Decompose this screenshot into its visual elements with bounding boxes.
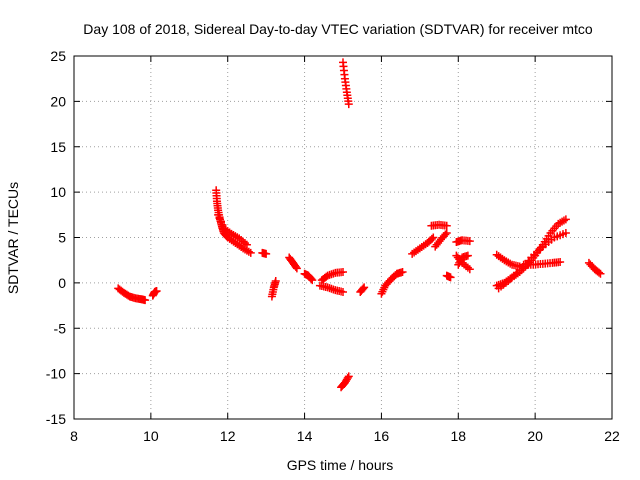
data-point: [307, 275, 316, 284]
x-tick-labels: 8 10 12 14 16 18 20 22: [70, 428, 620, 444]
data-point: [344, 372, 353, 381]
data-series-segment: [442, 271, 455, 282]
data-point: [291, 262, 300, 271]
x-tick-label: 10: [143, 428, 159, 444]
data-series-segment: [214, 210, 251, 249]
axis-ticks: [73, 55, 613, 420]
data-series-segment: [267, 277, 280, 301]
x-tick-label: 12: [220, 428, 236, 444]
data-series-segment: [258, 248, 271, 258]
data-point: [344, 100, 353, 109]
data-series-segment: [377, 267, 407, 298]
data-point: [465, 265, 474, 274]
data-series-segment: [454, 251, 472, 269]
data-series-segment: [427, 220, 451, 230]
data-point: [561, 215, 570, 224]
x-tick-label: 18: [450, 428, 466, 444]
y-tick-labels: -15 -10 -5 0 5 10 15 20 25: [46, 48, 66, 427]
data-point: [561, 228, 570, 237]
x-tick-label: 16: [374, 428, 390, 444]
y-tick-label: 5: [58, 230, 66, 246]
data-point: [246, 248, 255, 257]
data-series-segment: [337, 372, 353, 392]
y-axis-label: SDTVAR / TECUs: [5, 182, 21, 294]
data-point: [446, 273, 455, 282]
data-series-segment: [356, 283, 369, 296]
data-point: [339, 267, 347, 276]
data-point: [442, 221, 451, 230]
data-point: [463, 251, 472, 260]
data-point: [429, 233, 438, 242]
x-tick-label: 22: [604, 428, 620, 444]
data-point: [556, 258, 565, 267]
data-series-segment: [584, 258, 605, 278]
y-tick-label: -10: [46, 366, 66, 382]
y-tick-label: 0: [58, 275, 66, 291]
data-point: [359, 284, 368, 293]
data-series-segment: [285, 253, 301, 273]
data-point: [595, 268, 604, 277]
y-tick-label: 15: [50, 139, 66, 155]
data-point: [360, 283, 369, 292]
data-point: [292, 264, 301, 273]
data-series-segment: [148, 287, 161, 300]
x-tick-label: 8: [70, 428, 78, 444]
data-point: [308, 276, 317, 285]
data-points: [114, 58, 605, 392]
data-point: [441, 230, 450, 239]
data-point: [152, 287, 161, 296]
data-series-segment: [300, 269, 317, 285]
data-series-segment: [315, 281, 347, 296]
data-point: [242, 240, 251, 249]
y-tick-label: -5: [54, 320, 67, 336]
data-series-segment: [317, 267, 347, 285]
y-tick-label: 25: [50, 48, 66, 64]
data-point: [465, 237, 474, 246]
data-series-segment: [339, 58, 353, 109]
data-point: [343, 373, 352, 382]
data-series-segment: [431, 228, 451, 251]
data-point: [339, 287, 347, 296]
x-tick-label: 20: [527, 428, 543, 444]
x-tick-label: 14: [297, 428, 313, 444]
chart-title: Day 108 of 2018, Sidereal Day-to-day VTE…: [83, 21, 593, 37]
y-tick-label: 10: [50, 184, 66, 200]
x-axis-label: GPS time / hours: [287, 457, 394, 473]
data-point: [262, 249, 271, 258]
data-series-segment: [408, 233, 438, 258]
data-point: [596, 269, 605, 278]
y-tick-label: -15: [46, 411, 66, 427]
data-series-segment: [492, 215, 570, 290]
data-point: [398, 267, 407, 276]
data-series-segment: [519, 258, 565, 269]
data-point: [271, 277, 280, 286]
data-series-segment: [114, 284, 150, 305]
data-point: [427, 234, 436, 243]
data-point: [141, 296, 150, 305]
grid: [74, 56, 612, 419]
data-series-segment: [452, 236, 474, 247]
y-tick-label: 20: [50, 93, 66, 109]
data-point: [442, 228, 451, 237]
